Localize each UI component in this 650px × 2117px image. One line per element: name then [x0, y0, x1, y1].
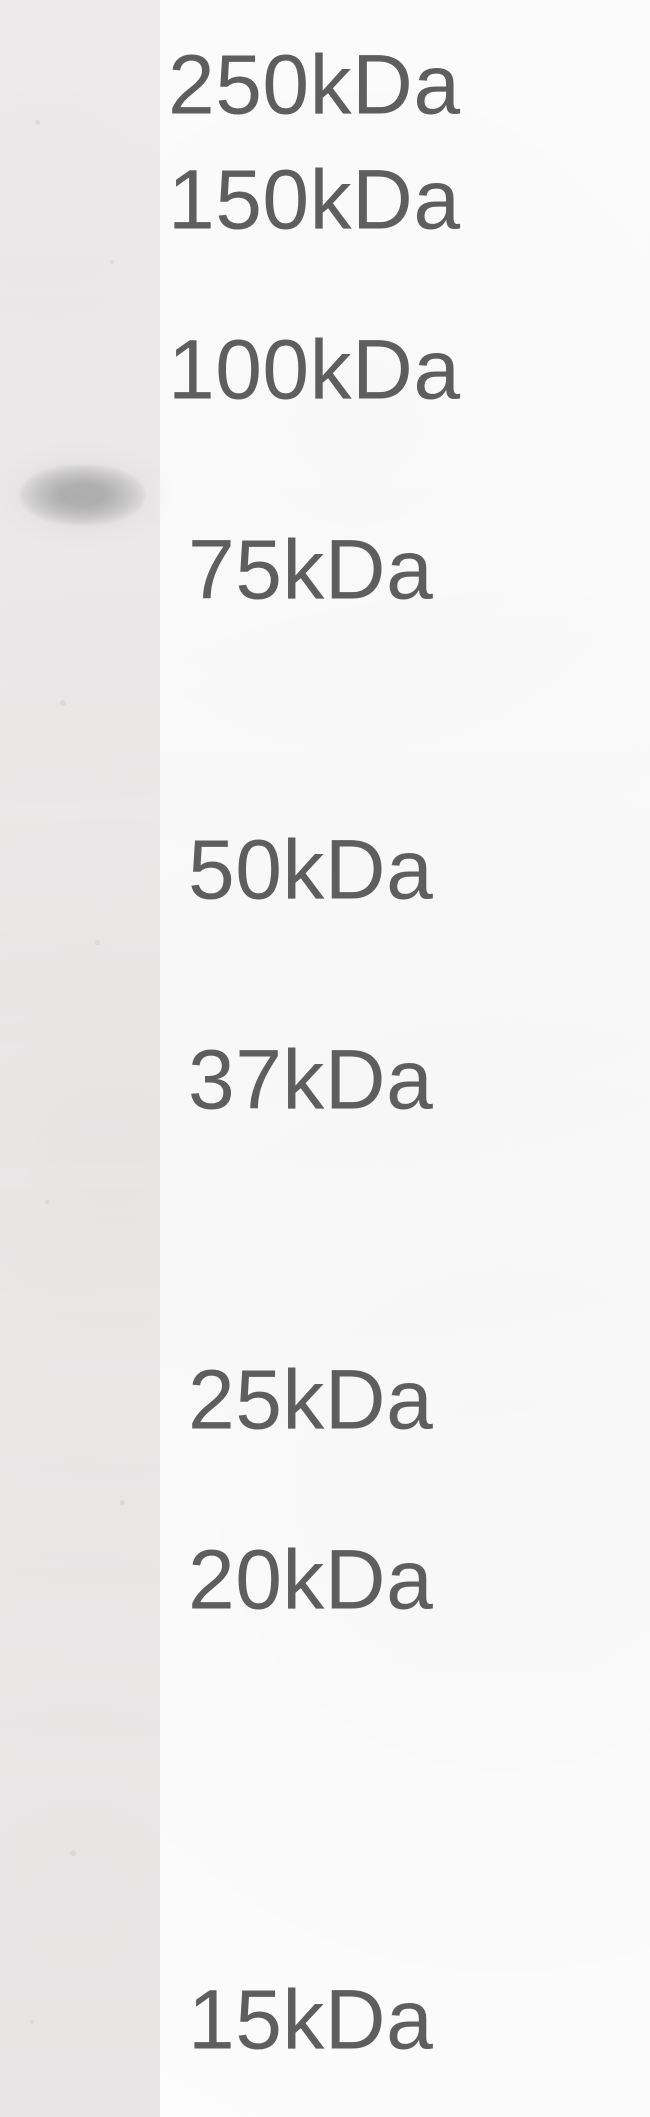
noise-speck: [60, 700, 66, 706]
noise-speck: [70, 1850, 76, 1856]
mw-label-100: 100kDa: [168, 322, 461, 419]
noise-speck: [110, 260, 114, 264]
noise-speck: [95, 940, 100, 945]
mw-label-25: 25kDa: [188, 1352, 433, 1449]
blot-figure: 250kDa 150kDa 100kDa 75kDa 50kDa 37kDa 2…: [0, 0, 650, 2117]
mw-label-75: 75kDa: [188, 522, 433, 619]
protein-band-80kda: [20, 465, 145, 525]
noise-speck: [30, 2020, 34, 2024]
mw-label-15: 15kDa: [188, 1972, 433, 2069]
noise-speck: [35, 120, 40, 125]
mw-label-250: 250kDa: [168, 37, 461, 134]
mw-label-20: 20kDa: [188, 1532, 433, 1629]
noise-speck: [120, 1500, 125, 1505]
mw-label-50: 50kDa: [188, 822, 433, 919]
sample-lane: [0, 0, 160, 2117]
mw-label-37: 37kDa: [188, 1032, 433, 1129]
mw-label-150: 150kDa: [168, 152, 461, 249]
noise-speck: [45, 1200, 49, 1204]
